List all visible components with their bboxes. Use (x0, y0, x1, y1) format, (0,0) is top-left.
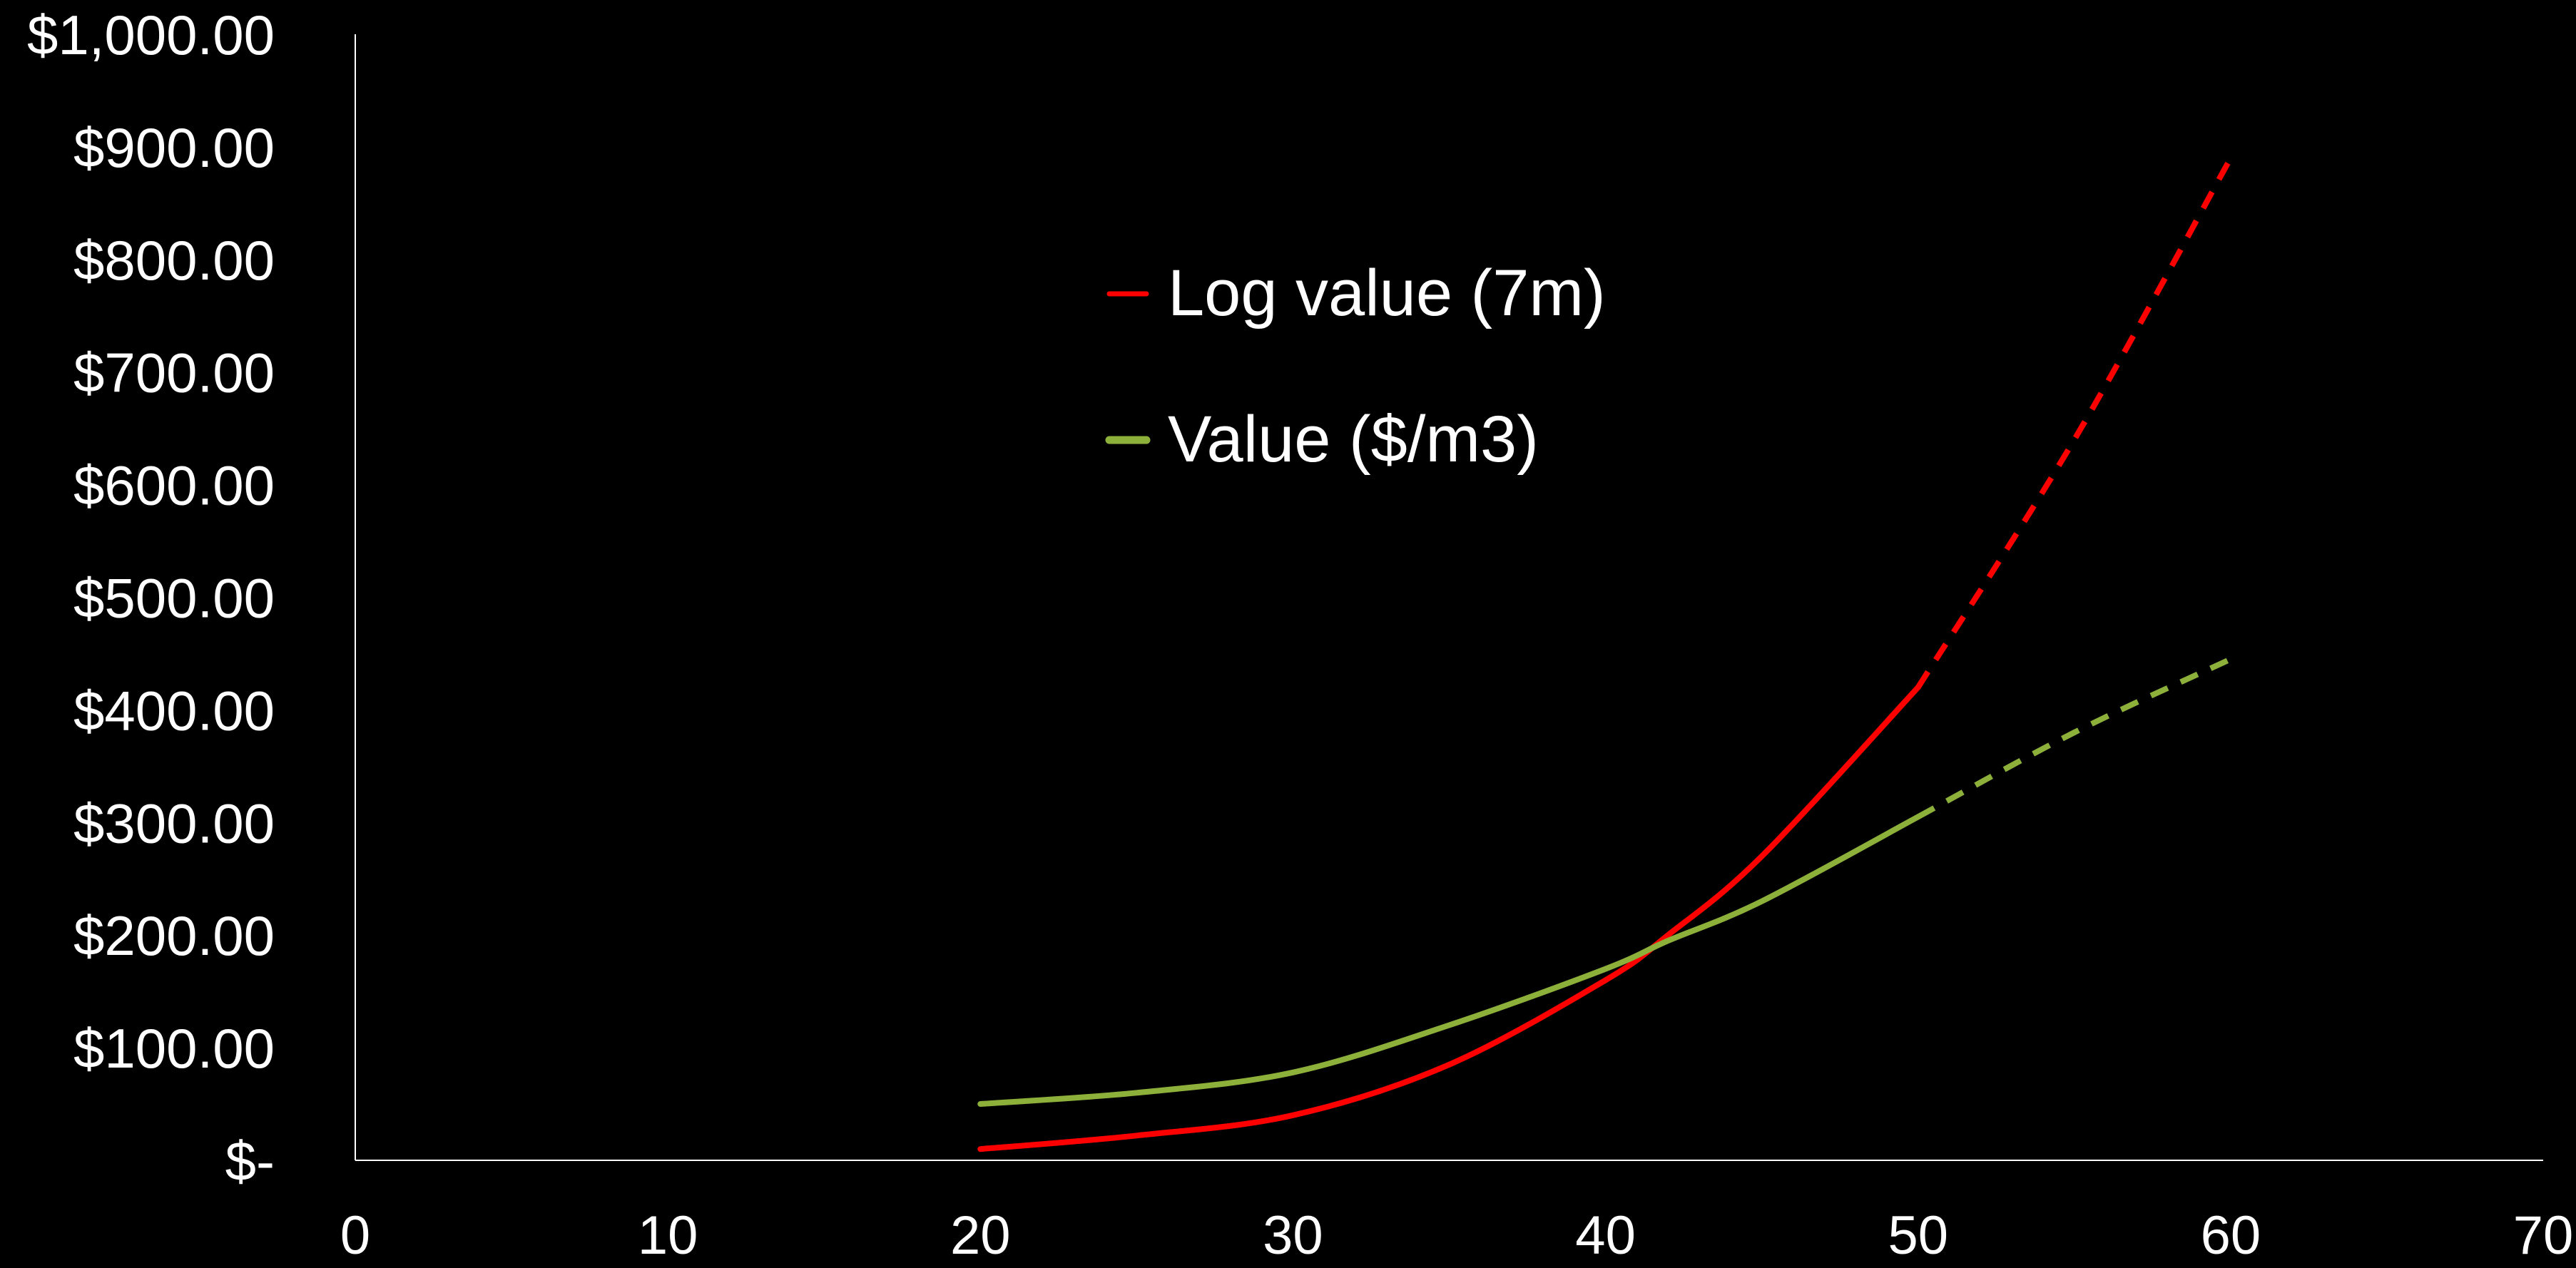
y-tick-label: $- (225, 1130, 275, 1192)
value-per-m3-series-line (977, 814, 1921, 1107)
x-tick-label: 0 (340, 1205, 370, 1264)
x-tick-label: 10 (638, 1205, 698, 1264)
x-tick-label: 50 (1888, 1205, 1948, 1264)
log-value-series-projection-line (1915, 156, 2234, 689)
tick-labels: $- $100.00 $200.00 $300.00 $400.00 $500.00 $60… (27, 4, 2574, 1266)
x-tick-label: 60 (2201, 1205, 2261, 1264)
y-tick-label: $200.00 (73, 904, 275, 967)
x-tick-label: 70 (2513, 1205, 2574, 1264)
y-tick-label: $800.00 (73, 229, 275, 292)
y-tick-label: $400.00 (73, 679, 275, 742)
x-tick-label: 40 (1575, 1205, 1636, 1264)
y-tick-label: $300.00 (73, 792, 275, 854)
value-per-m3-legend-label: Value ($/m3) (1168, 403, 1539, 476)
y-tick-label: $500.00 (73, 567, 275, 630)
x-tick-label: 20 (950, 1205, 1011, 1264)
y-tick-label: $600.00 (73, 454, 275, 517)
series-lines (977, 156, 2234, 1152)
x-tick-label: 30 (1263, 1205, 1323, 1264)
y-tick-label: $1,000.00 (27, 4, 275, 66)
log-value-legend-label: Log value (7m) (1168, 257, 1606, 329)
y-tick-label: $100.00 (73, 1017, 275, 1080)
y-tick-label: $700.00 (73, 342, 275, 404)
value-per-m3-series-projection-line (1916, 656, 2232, 819)
log-value-series-line (977, 684, 1921, 1152)
legend: Log value (7m) Value ($/m3) (1105, 257, 1606, 476)
y-tick-label: $900.00 (73, 116, 275, 179)
axes (355, 34, 2543, 1161)
